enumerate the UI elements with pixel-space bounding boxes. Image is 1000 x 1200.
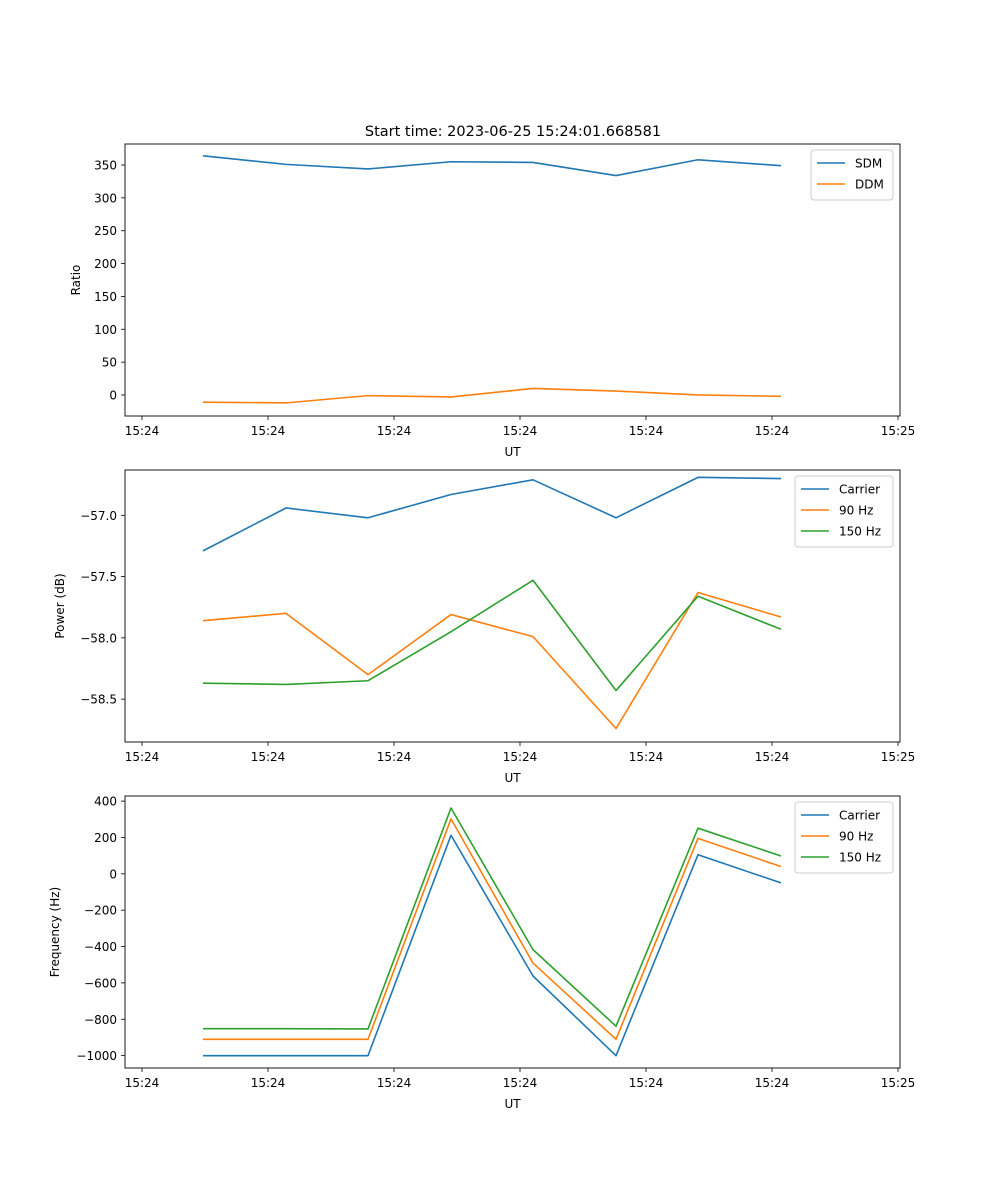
legend-label: Carrier [839, 809, 880, 823]
y-tick-label: 150 [94, 290, 117, 304]
x-tick-label: 15:24 [503, 750, 538, 764]
chart-title: Start time: 2023-06-25 15:24:01.668581 [365, 124, 661, 140]
x-tick-label: 15:24 [125, 424, 160, 438]
y-tick-label: 200 [94, 257, 117, 271]
y-tick-label: −800 [84, 1013, 117, 1027]
y-tick-label: 0 [109, 867, 117, 881]
x-tick-label: 15:24 [503, 424, 538, 438]
y-tick-label: 300 [94, 191, 117, 205]
y-axis-label: Power (dB) [53, 573, 67, 638]
y-tick-label: −600 [84, 976, 117, 990]
legend-label: 150 Hz [839, 851, 881, 865]
chart-panel-1: 15:24 15:24 15:24 15:24 15:24 15:24 15:25 UT 0 50… [69, 143, 916, 459]
axes-frame [124, 795, 901, 1069]
x-tick-label: 15:25 [881, 424, 916, 438]
x-tick-label: 15:24 [125, 750, 160, 764]
series-line-150-hz [203, 807, 782, 1030]
legend-label: Carrier [839, 483, 880, 497]
x-tick-label: 15:24 [125, 1076, 160, 1090]
x-axis-label: UT [504, 445, 521, 459]
legend-box [794, 801, 894, 874]
y-tick-label: 0 [109, 388, 117, 402]
x-tick-label: 15:24 [377, 424, 412, 438]
legend-label: SDM [855, 157, 882, 171]
y-tick-label: 200 [94, 831, 117, 845]
x-tick-label: 15:24 [377, 750, 412, 764]
legend-label: 90 Hz [839, 830, 873, 844]
y-tick-label: −57.5 [80, 570, 117, 584]
x-tick-label: 15:25 [881, 1076, 916, 1090]
series-line-carrier [203, 834, 782, 1057]
x-tick-label: 15:24 [251, 750, 286, 764]
y-tick-label: 250 [94, 224, 117, 238]
y-tick-label: −200 [84, 904, 117, 918]
chart-panel-2: 15:24 15:24 15:24 15:24 15:24 15:24 15:25 UT −58… [53, 469, 916, 785]
legend-box [794, 475, 894, 548]
x-tick-label: 15:24 [755, 750, 790, 764]
y-tick-label: 400 [94, 795, 117, 809]
y-tick-label: −58.5 [80, 693, 117, 707]
x-tick-label: 15:24 [251, 1076, 286, 1090]
x-axis-label: UT [504, 1097, 521, 1111]
x-tick-label: 15:24 [503, 1076, 538, 1090]
y-tick-label: −400 [84, 940, 117, 954]
x-tick-label: 15:24 [755, 1076, 790, 1090]
legend-label: 150 Hz [839, 525, 881, 539]
legend-label: DDM [855, 178, 884, 192]
y-axis-label: Ratio [69, 265, 83, 296]
x-tick-label: 15:24 [251, 424, 286, 438]
y-tick-label: 100 [94, 323, 117, 337]
x-tick-label: 15:24 [629, 750, 664, 764]
series-line-ddm [202, 387, 782, 404]
y-tick-label: −57.0 [80, 509, 117, 523]
axes-frame [124, 143, 901, 417]
series-line-90-hz [202, 591, 782, 730]
x-tick-label: 15:24 [377, 1076, 412, 1090]
series-line-carrier [202, 476, 782, 552]
axes-frame [124, 469, 901, 743]
x-axis-label: UT [504, 771, 521, 785]
y-tick-label: 50 [102, 356, 117, 370]
x-tick-label: 15:25 [881, 750, 916, 764]
y-tick-label: −58.0 [80, 631, 117, 645]
y-axis-label: Frequency (Hz) [48, 887, 62, 978]
y-tick-label: −1000 [76, 1049, 117, 1063]
series-line-sdm [202, 155, 782, 177]
series-line-150-hz [202, 579, 782, 692]
y-tick-label: 350 [94, 159, 117, 173]
x-tick-label: 15:24 [629, 424, 664, 438]
series-line-90-hz [203, 818, 782, 1041]
chart-panel-3: 15:24 15:24 15:24 15:24 15:24 15:24 15:25 UT −10… [48, 795, 915, 1111]
legend-label: 90 Hz [839, 504, 873, 518]
x-tick-label: 15:24 [755, 424, 790, 438]
x-tick-label: 15:24 [629, 1076, 664, 1090]
